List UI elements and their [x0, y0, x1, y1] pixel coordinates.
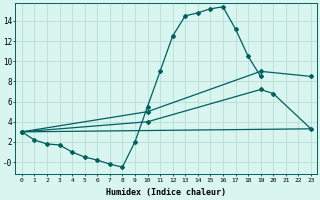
X-axis label: Humidex (Indice chaleur): Humidex (Indice chaleur) [106, 188, 226, 197]
